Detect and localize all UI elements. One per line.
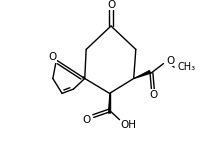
Text: OH: OH — [120, 120, 136, 130]
Polygon shape — [134, 70, 151, 78]
Polygon shape — [82, 76, 85, 78]
Text: O: O — [166, 56, 174, 66]
Text: CH₃: CH₃ — [177, 62, 195, 72]
Text: O: O — [49, 52, 57, 62]
Text: O: O — [82, 115, 90, 125]
Text: O: O — [107, 0, 115, 10]
Text: O: O — [149, 90, 158, 100]
Polygon shape — [108, 93, 111, 113]
